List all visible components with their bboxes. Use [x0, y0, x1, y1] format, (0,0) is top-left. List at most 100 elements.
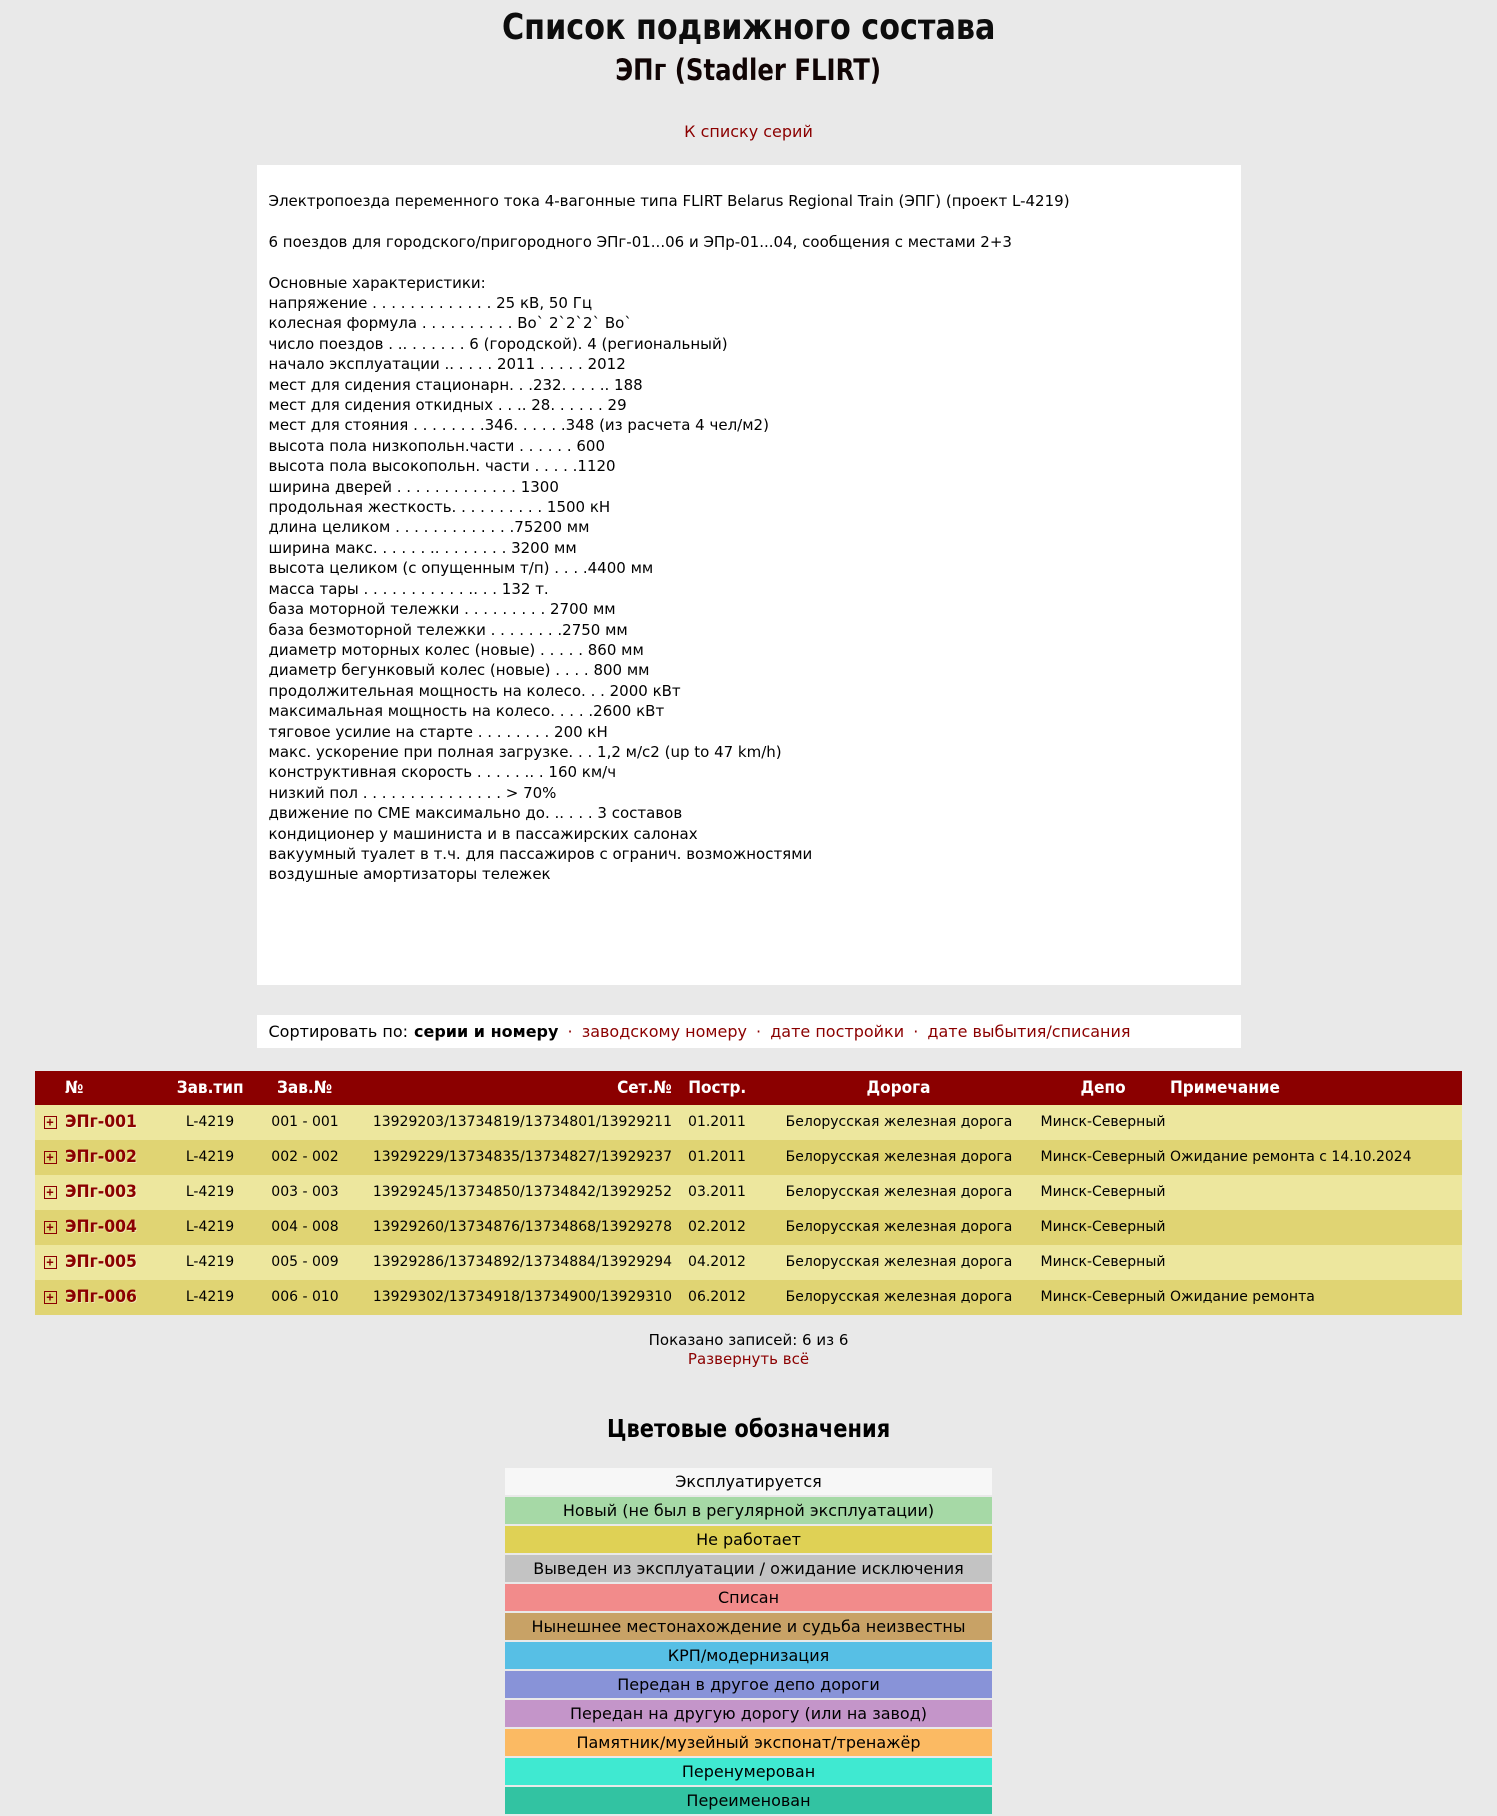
legend-item: Памятник/музейный экспонат/тренажёр [505, 1728, 992, 1756]
cell-factory-number: 001 - 001 [271, 1114, 339, 1131]
sort-active-option: серии и номеру [414, 1021, 559, 1041]
cell-note [1170, 1245, 1462, 1280]
train-number-link[interactable]: ЭПг-003 [65, 1182, 137, 1203]
sort-option-link[interactable]: дате выбытия/списания [927, 1021, 1131, 1041]
spec-line: продолжительная мощность на колесо. . . … [268, 681, 681, 700]
cell-factory-type: L-4219 [185, 1149, 235, 1166]
cell-factory-type: L-4219 [185, 1114, 235, 1131]
cell-factory-type: L-4219 [185, 1184, 235, 1201]
spec-line: высота пола высокопольн. части . . . . .… [268, 457, 616, 476]
train-number-link[interactable]: ЭПг-002 [65, 1147, 137, 1168]
column-header-label: Сет.№ [617, 1077, 672, 1098]
cell-depot: Минск-Северный [1040, 1184, 1166, 1201]
expand-cell: + [35, 1175, 65, 1210]
table-row: + ЭПг-006 L-4219 006 - 010 13929302/13734918… [35, 1279, 1462, 1315]
table-row: + ЭПг-001 L-4219 001 - 001 13929203/13734819… [35, 1104, 1462, 1140]
train-number-link[interactable]: ЭПг-004 [65, 1217, 137, 1238]
column-header-1: № [65, 1070, 165, 1105]
cell-road: Белорусская железная дорога [785, 1149, 1013, 1166]
column-header-label: № [65, 1077, 84, 1098]
cell-depot: Минск-Северный [1040, 1219, 1166, 1236]
expand-cell: + [35, 1245, 65, 1280]
cell-road: Белорусская железная дорога [785, 1184, 1013, 1201]
expand-row-button[interactable]: + [43, 1116, 57, 1130]
cell-road: Белорусская железная дорога [785, 1219, 1013, 1236]
cell-built: 02.2012 [688, 1219, 746, 1236]
sort-option-link[interactable]: дате постройки [770, 1021, 905, 1041]
table-row: + ЭПг-004 L-4219 004 - 008 13929260/13734876… [35, 1209, 1462, 1245]
sort-separator: · [562, 1021, 578, 1041]
cell-network-number: 13929245/13734850/13734842/13929252 [372, 1184, 672, 1201]
page-title-text: Список подвижного состава [501, 7, 996, 48]
sort-option-link[interactable]: заводскому номеру [581, 1021, 747, 1041]
expand-cell: + [35, 1105, 65, 1140]
spec-line: максимальная мощность на колесо. . . . .… [268, 702, 665, 721]
spec-line: конструктивная скорость . . . . . .. . 1… [268, 763, 617, 782]
back-to-series-link[interactable]: К списку серий [684, 122, 813, 141]
legend-item: Новый (не был в регулярной эксплуатации) [505, 1496, 992, 1524]
cell-factory-number: 006 - 010 [271, 1289, 339, 1306]
cell-note: Ожидание ремонта с 14.10.2024 [1170, 1149, 1412, 1166]
train-number-cell: ЭПг-002 [65, 1140, 165, 1175]
cell-note: Ожидание ремонта [1170, 1289, 1315, 1306]
cell-depot: Минск-Северный [1040, 1149, 1166, 1166]
legend-item: Нынешнее местонахождение и судьба неизве… [505, 1612, 992, 1640]
cell-network-number: 13929302/13734918/13734900/13929310 [372, 1289, 672, 1306]
spec-line: мест для стояния . . . . . . . .346. . .… [268, 416, 769, 435]
cell-depot: Минск-Северный [1040, 1254, 1166, 1271]
train-number-cell: ЭПг-001 [65, 1105, 165, 1140]
cell-note [1170, 1210, 1462, 1245]
expand-all-link[interactable]: Развернуть всё [687, 1349, 810, 1368]
train-number-link[interactable]: ЭПг-006 [65, 1287, 137, 1308]
cell-built: 01.2011 [688, 1114, 746, 1131]
sort-bar: Сортировать по: серии и номеру · заводско… [256, 1014, 1241, 1048]
cell-depot: Минск-Северный [1040, 1289, 1166, 1306]
train-number-cell: ЭПг-003 [65, 1175, 165, 1210]
train-number-cell: ЭПг-004 [65, 1210, 165, 1245]
cell-built: 06.2012 [688, 1289, 746, 1306]
backlink-row: К списку серий [0, 122, 1497, 141]
table-header-row: № Зав.тип Зав.№ Сет.№ Постр. Дорога Депо Примеч… [35, 1070, 1462, 1105]
cell-note [1170, 1175, 1462, 1210]
spec-line: число поездов . .. . . . . . . 6 (городс… [268, 334, 728, 353]
column-header-label: Зав.№ [277, 1077, 333, 1098]
series-subtitle-text: ЭПг (Stadler FLIRT) [615, 53, 882, 87]
column-header-7: Депо [1036, 1070, 1170, 1105]
description-box: Электропоезда переменного тока 4-вагонны… [256, 165, 1241, 985]
description-paragraph-2: 6 поездов для городского/пригородного ЭП… [268, 232, 1012, 251]
spec-line: воздушные амортизаторы тележек [268, 865, 551, 884]
legend-item: Передан на другую дорогу (или на завод) [505, 1699, 992, 1727]
spec-line: начало эксплуатации .. . . . . 2011 . . … [268, 355, 626, 374]
expand-column-header [35, 1070, 65, 1105]
spec-line: вакуумный туалет в т.ч. для пассажиров с… [268, 844, 813, 863]
cell-road: Белорусская железная дорога [785, 1254, 1013, 1271]
cell-factory-number: 004 - 008 [271, 1219, 339, 1236]
expand-row-button[interactable]: + [43, 1256, 57, 1270]
spec-line: мест для сидения стационарн. . .232. . .… [268, 375, 643, 394]
series-subtitle: ЭПг (Stadler FLIRT) [0, 52, 1497, 88]
train-number-link[interactable]: ЭПг-005 [65, 1252, 137, 1273]
cell-factory-number: 005 - 009 [271, 1254, 339, 1271]
legend-item: Списан [505, 1583, 992, 1611]
expand-row-button[interactable]: + [43, 1291, 57, 1305]
spec-line: кондиционер у машиниста и в пассажирских… [268, 824, 698, 843]
column-header-label: Примечание [1170, 1077, 1280, 1098]
cell-depot: Минск-Северный [1040, 1114, 1166, 1131]
spec-line: база безмоторной тележки . . . . . . . .… [268, 620, 628, 639]
legend-item: Передан в другое депо дороги [505, 1670, 992, 1698]
cell-built: 04.2012 [688, 1254, 746, 1271]
expand-row-button[interactable]: + [43, 1221, 57, 1235]
table-row: + ЭПг-003 L-4219 003 - 003 13929245/13734850… [35, 1174, 1462, 1210]
expand-row-button[interactable]: + [43, 1186, 57, 1200]
description-paragraph-1: Электропоезда переменного тока 4-вагонны… [268, 192, 1070, 210]
spec-line: диаметр моторных колес (новые) . . . . .… [268, 640, 644, 659]
train-number-link[interactable]: ЭПг-001 [65, 1112, 137, 1133]
legend-table: Эксплуатируется Новый (не был в регулярно… [505, 1467, 992, 1814]
cell-built: 01.2011 [688, 1149, 746, 1166]
expand-row-button[interactable]: + [43, 1151, 57, 1165]
cell-factory-number: 002 - 002 [271, 1149, 339, 1166]
spec-line: движение по СМЕ максимально до. .. . . .… [268, 804, 683, 823]
train-number-cell: ЭПг-005 [65, 1245, 165, 1280]
spec-line: продольная жесткость. . . . . . . . . . … [268, 498, 611, 517]
spec-line: колесная формула . . . . . . . . . . Во`… [268, 314, 632, 333]
